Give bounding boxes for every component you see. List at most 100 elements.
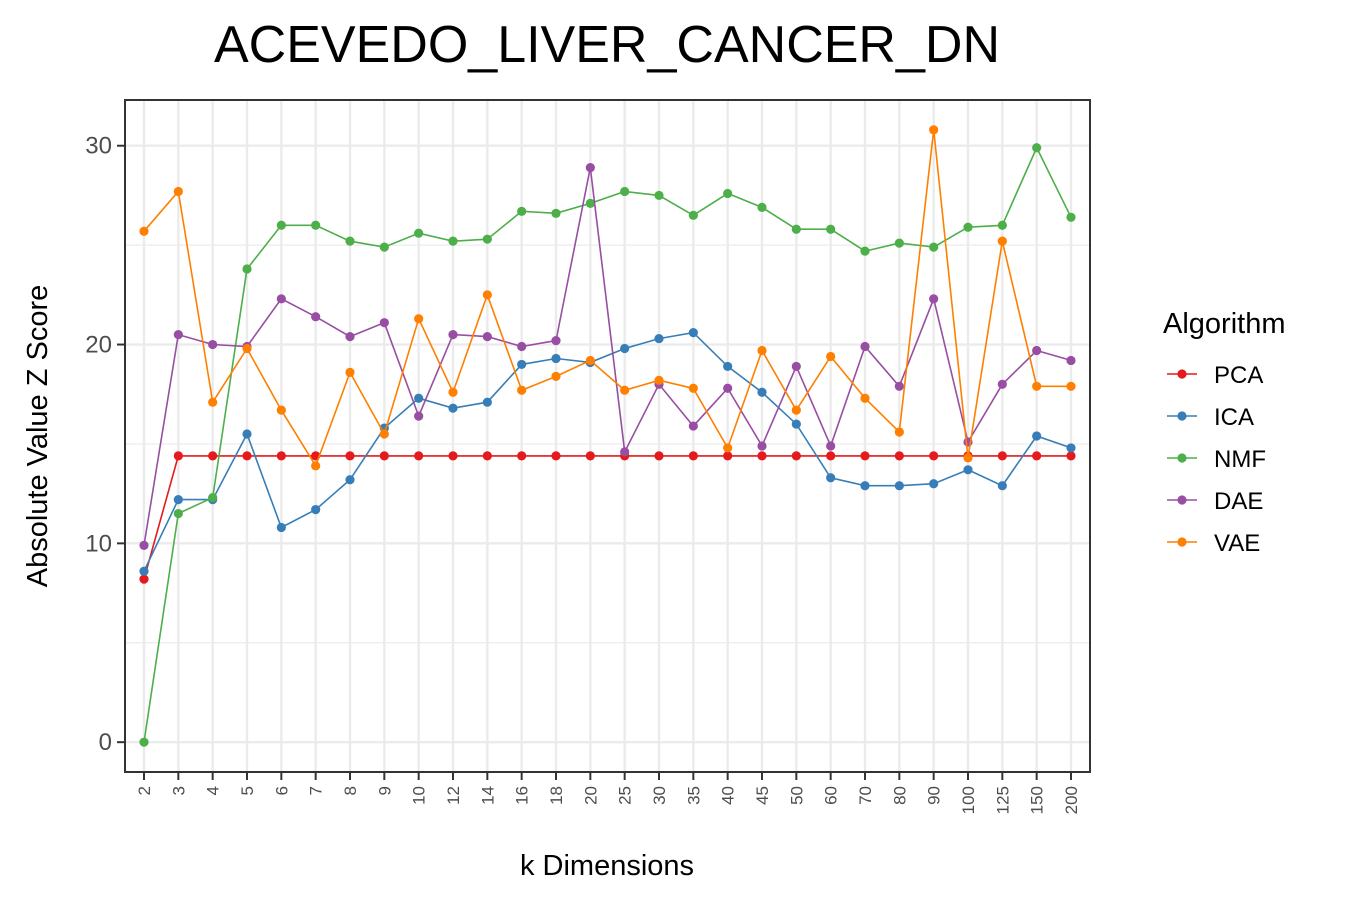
data-point-vae [654, 375, 664, 385]
data-point-nmf [585, 198, 595, 208]
x-tick-label: 30 [650, 786, 669, 805]
data-point-ica [1032, 431, 1042, 441]
data-point-dae [517, 341, 527, 352]
data-point-nmf [894, 238, 904, 248]
legend-item-nmf: NMF [1167, 446, 1266, 473]
legend-label: NMF [1214, 446, 1266, 473]
data-point-dae [757, 441, 767, 451]
data-point-dae [997, 379, 1007, 389]
data-point-nmf [826, 224, 836, 234]
data-point-nmf [929, 242, 939, 252]
data-point-nmf [1032, 143, 1042, 153]
data-point-pca [482, 451, 492, 461]
data-point-nmf [173, 508, 183, 519]
x-tick-label: 5 [238, 786, 257, 795]
data-point-dae [723, 383, 733, 393]
y-axis-title: Absolute Value Z Score [22, 285, 54, 588]
data-point-pca [379, 451, 389, 461]
data-point-vae [379, 429, 389, 439]
legend-label: DAE [1214, 488, 1263, 515]
legend: Algorithm PCA ICA NMF DAE VAE [1163, 308, 1286, 557]
data-point-pca [448, 451, 458, 461]
data-point-pca [139, 574, 149, 584]
data-point-ica [517, 359, 527, 370]
legend-item-vae: VAE [1167, 530, 1260, 557]
data-point-nmf [208, 493, 218, 503]
data-point-ica [173, 495, 183, 505]
data-point-dae [826, 441, 836, 451]
data-point-nmf [551, 208, 561, 218]
data-point-ica [139, 566, 149, 576]
data-point-pca [173, 451, 183, 461]
legend-key-point [1177, 369, 1187, 379]
series-vae [139, 125, 1076, 471]
data-point-nmf [1066, 212, 1076, 222]
data-point-pca [208, 451, 218, 461]
grid-lines [125, 100, 1090, 772]
legend-key-point [1177, 537, 1187, 547]
y-tick-label: 10 [85, 530, 112, 557]
data-point-pca [585, 451, 595, 461]
legend-key-point [1177, 411, 1187, 421]
x-tick-label: 80 [890, 786, 909, 805]
data-point-vae [929, 125, 939, 135]
data-point-vae [585, 355, 595, 366]
data-point-ica [757, 387, 767, 397]
y-tick-label: 0 [99, 729, 112, 756]
data-point-vae [208, 397, 218, 407]
data-point-ica [929, 479, 939, 489]
x-tick-label: 9 [375, 786, 394, 795]
data-point-dae [311, 312, 321, 322]
data-point-dae [208, 339, 218, 350]
data-point-dae [448, 330, 458, 340]
data-point-dae [929, 294, 939, 304]
data-point-vae [311, 461, 321, 471]
data-point-vae [997, 236, 1007, 246]
data-point-nmf [654, 190, 664, 201]
x-tick-label: 100 [959, 786, 978, 814]
data-point-vae [448, 387, 458, 397]
data-point-vae [414, 314, 424, 324]
data-point-vae [276, 405, 286, 415]
data-point-nmf [517, 206, 527, 216]
data-point-vae [551, 371, 561, 381]
x-axis: 2 3 4 5 6 7 8 9 10 12 14 16 18 20 25 30 35 40 45 50 60 70 80 90… [135, 772, 1081, 814]
series-line-dae [143, 167, 1072, 546]
data-point-dae [345, 331, 355, 342]
data-point-vae [757, 345, 767, 356]
x-tick-label: 70 [856, 786, 875, 805]
data-point-ica [448, 403, 458, 413]
x-tick-label: 45 [753, 786, 772, 805]
x-tick-label: 10 [410, 786, 429, 805]
data-point-nmf [414, 228, 424, 238]
x-tick-label: 12 [444, 786, 463, 805]
data-point-pca [345, 451, 355, 461]
plot-background [125, 100, 1090, 772]
data-point-dae [894, 381, 904, 391]
data-point-nmf [448, 236, 458, 246]
data-point-dae [139, 540, 149, 550]
y-axis: 0 10 20 30 [85, 133, 125, 756]
x-tick-label: 14 [478, 786, 497, 805]
chart-title: ACEVEDO_LIVER_CANCER_DN [214, 16, 1000, 74]
series-ica [139, 328, 1076, 576]
data-point-ica [276, 522, 286, 533]
data-point-nmf [997, 220, 1007, 230]
x-tick-label: 125 [993, 786, 1012, 814]
x-tick-label: 4 [204, 786, 223, 795]
data-point-ica [242, 429, 252, 439]
data-point-vae [723, 443, 733, 453]
x-tick-label: 18 [547, 786, 566, 805]
data-point-vae [860, 393, 870, 403]
data-point-pca [929, 451, 939, 461]
data-point-pca [723, 451, 733, 461]
x-tick-label: 20 [581, 786, 600, 805]
x-tick-label: 16 [513, 786, 532, 805]
data-point-pca [551, 451, 561, 461]
legend-label: VAE [1214, 530, 1260, 557]
data-point-vae [173, 186, 183, 197]
data-point-dae [1066, 355, 1076, 366]
data-point-nmf [860, 246, 870, 256]
data-point-dae [1032, 345, 1042, 356]
data-point-vae [482, 290, 492, 300]
